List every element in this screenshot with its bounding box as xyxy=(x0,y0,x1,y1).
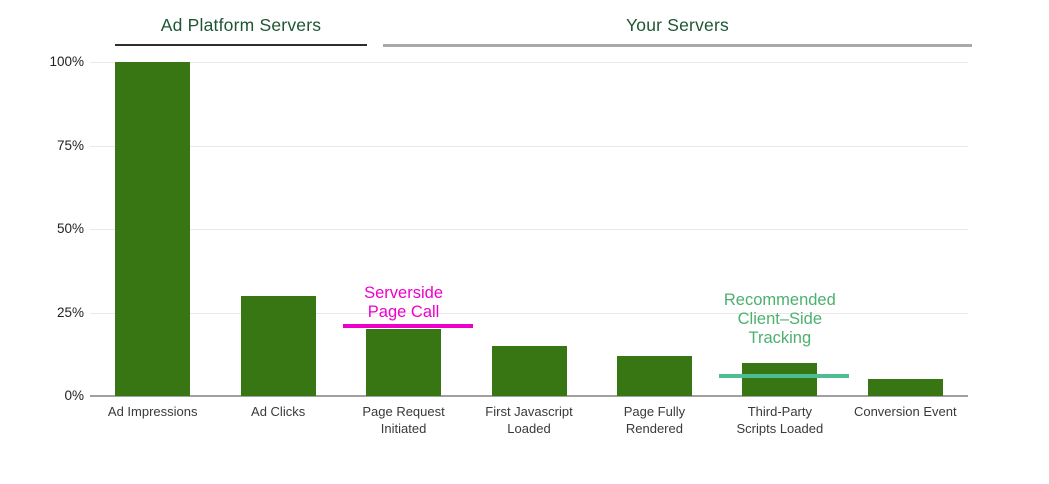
x-axis-line xyxy=(90,395,968,397)
group-label: Ad Platform Servers xyxy=(160,15,322,35)
x-axis-category-label: Page Fully Rendered xyxy=(623,404,686,436)
x-axis-category-label: Page Request Initiated xyxy=(362,404,445,436)
y-axis-tick-label: 75% xyxy=(56,137,84,153)
x-axis-category-label: Conversion Event xyxy=(853,404,957,419)
y-axis-tick-label: 25% xyxy=(56,304,84,320)
bar-ad-clicks xyxy=(240,295,316,396)
bar-page-request-initiated xyxy=(366,329,442,396)
x-axis-category-label: Ad Impressions xyxy=(107,404,198,419)
gridline-50 xyxy=(90,229,968,230)
bar-third-party-scripts-loaded xyxy=(742,362,818,396)
y-axis-tick-label: 50% xyxy=(56,221,84,236)
y-axis-tick-label: 100% xyxy=(49,54,84,69)
x-axis-category-label: Ad Clicks xyxy=(251,404,306,419)
group-underline xyxy=(115,44,367,46)
x-axis-category-label: First Javascript Loaded xyxy=(485,404,573,436)
annotation-line-recommended-client-side-tracking xyxy=(718,373,849,378)
bar-conversion-event xyxy=(867,379,943,396)
bar-page-fully-rendered xyxy=(616,355,692,396)
gridline-75 xyxy=(90,145,968,147)
group-label: Your Servers xyxy=(626,15,729,35)
annotation-text-recommended-client-side-tracking: Recommended Client–Side Tracking xyxy=(723,291,836,347)
annotation-text-serverside-page-call: Serverside Page Call xyxy=(364,284,443,321)
annotation-line-serverside-page-call xyxy=(342,323,473,328)
bar-first-javascript-loaded xyxy=(491,345,567,396)
x-axis-category-label: Third-Party Scripts Loaded xyxy=(736,404,824,436)
group-header-ad-platform-servers: Ad Platform Servers xyxy=(115,0,367,48)
group-underline xyxy=(383,44,972,47)
group-header-your-servers: Your Servers xyxy=(383,0,972,48)
bar-ad-impressions xyxy=(115,62,191,396)
gridline-25 xyxy=(90,312,968,314)
gridline-100 xyxy=(90,62,968,63)
y-axis-tick-label: 0% xyxy=(64,388,84,403)
